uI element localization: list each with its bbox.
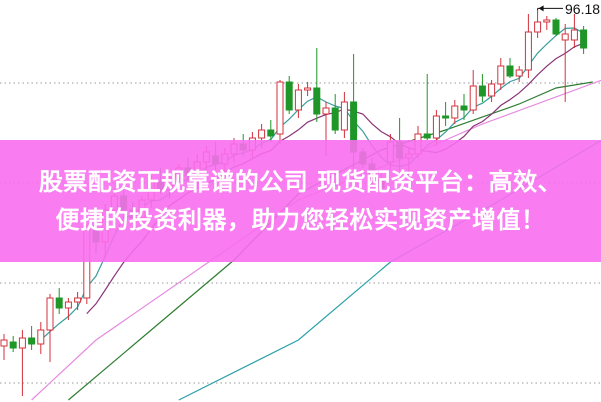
candle-body (18, 337, 26, 349)
candle-body (478, 85, 486, 97)
candle-body (524, 31, 532, 71)
candle-body (331, 107, 339, 131)
candle-body (432, 115, 440, 139)
candle-body (46, 297, 54, 331)
candle-body (515, 69, 523, 77)
candle-body (9, 341, 17, 349)
candle-body (74, 297, 82, 303)
candle-body (267, 129, 275, 137)
candle-body (0, 339, 8, 347)
candle-body (276, 81, 284, 135)
candle-body (534, 21, 542, 33)
banner-line-1: 股票配资正规靠谱的公司 现货配资平台：高效、 (38, 168, 563, 196)
candle-body (294, 89, 302, 111)
candle-body (340, 101, 348, 131)
candle-body (64, 301, 72, 309)
high-price-label: 96.18 (565, 1, 601, 17)
candle-body (543, 19, 551, 23)
candle-body (55, 297, 63, 309)
candle-body (488, 83, 496, 97)
candle-body (322, 107, 330, 115)
candle-body (570, 29, 578, 41)
banner-line-2: 便捷的投资利器，助力您轻松实现资产增值！ (55, 206, 546, 234)
arrow-left-icon (538, 5, 544, 12)
promo-banner: 股票配资正规靠谱的公司 现货配资平台：高效、 便捷的投资利器，助力您轻松实现资产… (0, 140, 601, 262)
candle-body (442, 115, 450, 119)
candle-body (313, 87, 321, 115)
candle-body (37, 329, 45, 345)
candle-body (258, 129, 266, 139)
candle-body (497, 65, 505, 85)
candle-body (561, 33, 569, 41)
candle-body (285, 81, 293, 111)
candle-body (506, 65, 514, 77)
candle-body (28, 337, 36, 345)
candle-body (423, 133, 431, 139)
candle-body (552, 19, 560, 35)
candle-body (460, 105, 468, 111)
candle-body (451, 105, 459, 119)
candle-body (580, 29, 588, 49)
candle-body (469, 85, 477, 111)
candle-body (304, 87, 312, 91)
